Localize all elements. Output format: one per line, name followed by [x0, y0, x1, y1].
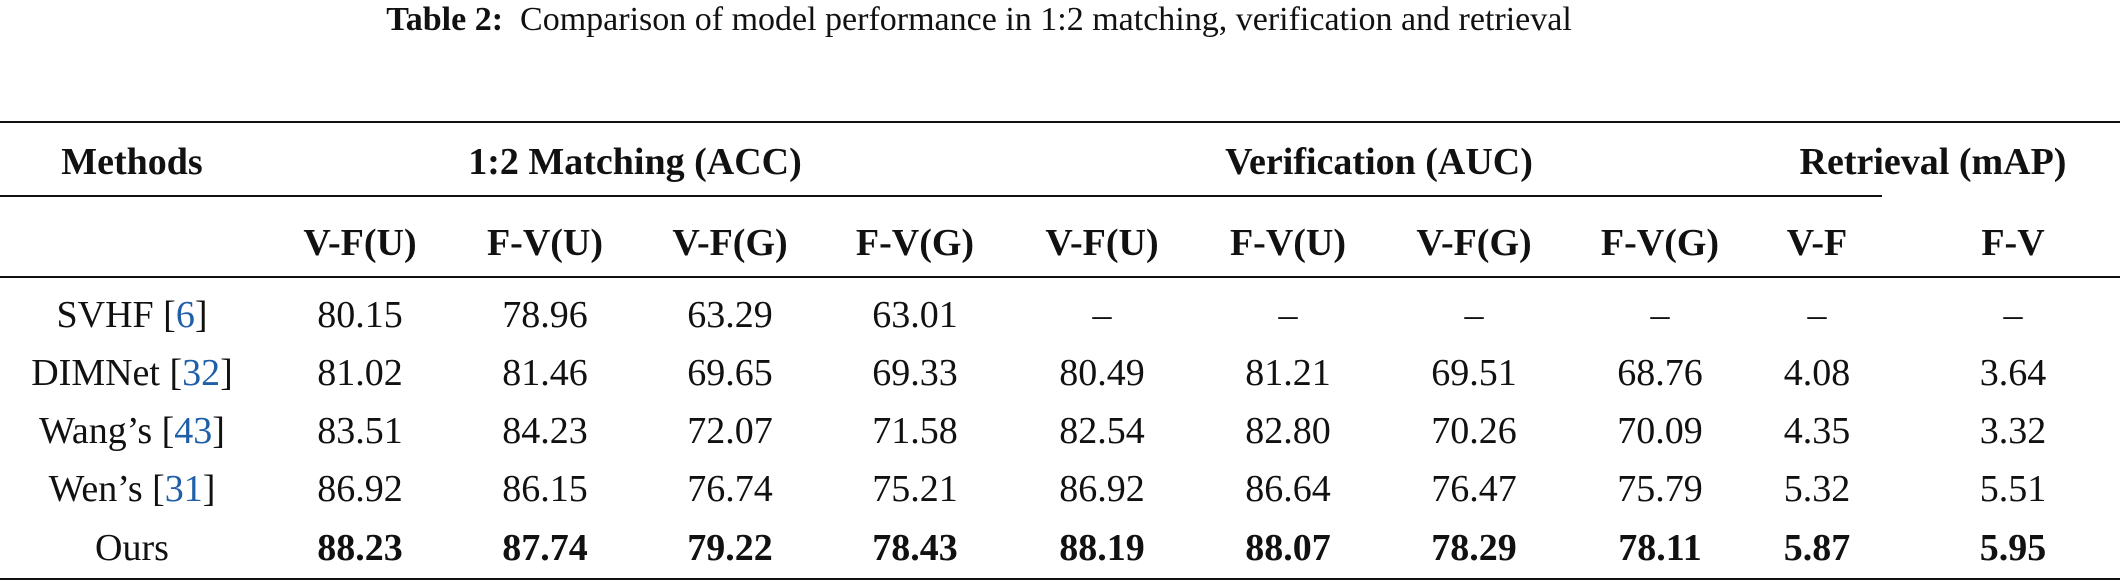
- value-cell: 81.02: [317, 352, 403, 394]
- group-header: Methods: [61, 141, 203, 183]
- value-cell: 83.51: [317, 410, 403, 452]
- group-header: Retrieval (mAP): [1799, 141, 2067, 183]
- column-header: F-V(U): [486, 222, 604, 264]
- value-cell: 5.95: [1979, 527, 2047, 569]
- value-cell: 78.96: [502, 294, 588, 336]
- value-cell: 75.79: [1617, 468, 1703, 510]
- value-cell: 84.23: [502, 410, 588, 452]
- value-cell: 76.47: [1431, 468, 1517, 510]
- value-cell: 86.15: [502, 468, 588, 510]
- group-rule: [0, 195, 1882, 197]
- caption: Table 2: Comparison of model performance…: [386, 1, 1572, 39]
- column-header: V-F(U): [303, 222, 417, 264]
- value-cell: 5.32: [1783, 468, 1851, 510]
- column-header: V-F(G): [672, 222, 788, 264]
- value-cell: 86.92: [1059, 468, 1145, 510]
- value-cell: 3.32: [1979, 410, 2047, 452]
- method-cell: SVHF [6]: [57, 296, 208, 334]
- value-cell: –: [1092, 294, 1112, 336]
- citation: 31: [164, 468, 203, 510]
- method-cell: Wang’s [43]: [39, 412, 225, 450]
- value-cell: 81.21: [1245, 352, 1331, 394]
- method-text: ]: [220, 352, 233, 394]
- method-text: Wang’s [: [39, 410, 175, 452]
- column-header: F-V: [1981, 222, 2045, 264]
- value-cell: 75.21: [872, 468, 958, 510]
- group-header: Verification (AUC): [1225, 141, 1533, 183]
- value-cell: 72.07: [687, 410, 773, 452]
- value-cell: 5.87: [1783, 527, 1851, 569]
- column-header: F-V(U): [1229, 222, 1347, 264]
- value-cell: 80.15: [317, 294, 403, 336]
- column-header: V-F(U): [1045, 222, 1159, 264]
- value-cell: 82.80: [1245, 410, 1331, 452]
- value-cell: 63.01: [872, 294, 958, 336]
- value-cell: 69.51: [1431, 352, 1517, 394]
- column-header: V-F: [1786, 222, 1848, 264]
- method-text: ]: [202, 468, 216, 510]
- method-text: DIMNet [: [31, 352, 183, 394]
- caption-label: Table 2:: [386, 1, 504, 38]
- value-cell: 88.07: [1245, 527, 1331, 569]
- value-cell: 76.74: [687, 468, 773, 510]
- caption-text: Comparison of model performance in 1:2 m…: [520, 1, 1572, 38]
- method-text: ]: [212, 410, 225, 452]
- citation: 43: [174, 410, 213, 452]
- value-cell: 81.46: [502, 352, 588, 394]
- value-cell: 63.29: [687, 294, 773, 336]
- value-cell: 88.23: [317, 527, 403, 569]
- method-text: Wen’s [: [48, 468, 165, 510]
- header-rule: [0, 276, 2120, 278]
- method-text: SVHF [: [56, 294, 176, 336]
- value-cell: 69.65: [687, 352, 773, 394]
- value-cell: 80.49: [1059, 352, 1145, 394]
- method-cell: DIMNet [32]: [31, 354, 233, 392]
- bottom-rule: [0, 578, 2120, 580]
- value-cell: 68.76: [1617, 352, 1703, 394]
- column-header: F-V(G): [1600, 222, 1720, 264]
- method-text: Ours: [95, 527, 169, 569]
- value-cell: –: [2003, 294, 2023, 336]
- value-cell: –: [1464, 294, 1484, 336]
- value-cell: 70.26: [1431, 410, 1517, 452]
- method-cell: Ours: [95, 529, 169, 567]
- value-cell: 82.54: [1059, 410, 1145, 452]
- value-cell: 78.43: [872, 527, 958, 569]
- value-cell: 3.64: [1979, 352, 2047, 394]
- value-cell: 78.29: [1431, 527, 1517, 569]
- value-cell: 4.35: [1783, 410, 1851, 452]
- top-rule: [0, 121, 2120, 123]
- value-cell: 79.22: [687, 527, 773, 569]
- method-text: ]: [194, 294, 208, 336]
- value-cell: 5.51: [1979, 468, 2047, 510]
- value-cell: –: [1650, 294, 1670, 336]
- value-cell: 88.19: [1059, 527, 1145, 569]
- value-cell: 86.92: [317, 468, 403, 510]
- value-cell: 87.74: [502, 527, 588, 569]
- method-cell: Wen’s [31]: [49, 470, 216, 508]
- value-cell: 71.58: [872, 410, 958, 452]
- citation: 32: [182, 352, 221, 394]
- column-header: V-F(G): [1416, 222, 1532, 264]
- citation: 6: [175, 294, 195, 336]
- value-cell: 86.64: [1245, 468, 1331, 510]
- value-cell: 4.08: [1783, 352, 1851, 394]
- value-cell: –: [1278, 294, 1298, 336]
- value-cell: 78.11: [1618, 527, 1702, 569]
- column-header: F-V(G): [855, 222, 975, 264]
- group-header: 1:2 Matching (ACC): [468, 141, 802, 183]
- value-cell: –: [1807, 294, 1827, 336]
- value-cell: 69.33: [872, 352, 958, 394]
- value-cell: 70.09: [1617, 410, 1703, 452]
